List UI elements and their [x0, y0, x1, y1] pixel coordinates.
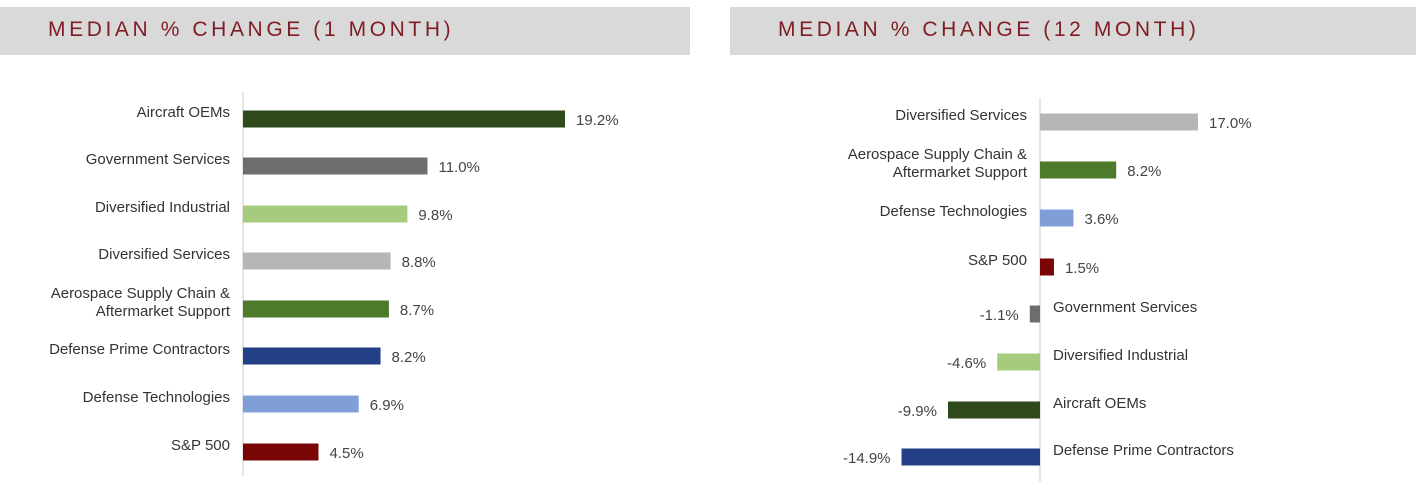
value-label-1m-aerospace-supply-chain-and-aftermarket-support: 8.7%	[400, 302, 434, 319]
bar-12m-defense-technologies	[1040, 209, 1074, 227]
bar-1m-aerospace-supply-chain-and-aftermarket-support	[243, 300, 389, 318]
value-label-1m-government-services: 11.0%	[438, 159, 479, 176]
bar-1m-government-services	[243, 157, 428, 175]
bar-1m-sandp-500	[243, 443, 319, 461]
bar-12m-defense-prime-contractors	[901, 448, 1040, 466]
value-label-12m-aerospace-supply-chain-and-aftermarket-support: 8.2%	[1127, 163, 1161, 180]
value-label-1m-sandp-500: 4.5%	[329, 445, 363, 462]
header-1-month: MEDIAN % CHANGE (1 MONTH)	[0, 7, 690, 55]
bar-1m-defense-technologies	[243, 395, 359, 413]
bar-12m-aircraft-oems	[947, 401, 1040, 419]
bar-12m-sandp-500	[1040, 258, 1054, 276]
chart-title-12-month: MEDIAN % CHANGE (12 MONTH)	[778, 18, 1200, 41]
category-label-12m-defense-technologies: Defense Technologies	[880, 203, 1027, 220]
category-label-1m-diversified-industrial: Diversified Industrial	[95, 199, 230, 216]
category-label-1m-defense-prime-contractors: Defense Prime Contractors	[49, 341, 230, 358]
category-label-12m-aircraft-oems: Aircraft OEMs	[1053, 395, 1146, 412]
value-label-12m-aircraft-oems: -9.9%	[898, 403, 937, 420]
value-label-1m-defense-prime-contractors: 8.2%	[392, 349, 426, 366]
bar-1m-diversified-industrial	[243, 205, 408, 223]
category-label-12m-defense-prime-contractors: Defense Prime Contractors	[1053, 442, 1234, 459]
category-label-1m-defense-technologies: Defense Technologies	[83, 389, 230, 406]
bar-12m-diversified-industrial	[997, 353, 1040, 371]
value-label-12m-government-services: -1.1%	[980, 307, 1019, 324]
value-label-1m-aircraft-oems: 19.2%	[576, 112, 619, 129]
category-label-1m-diversified-services: Diversified Services	[98, 246, 230, 263]
category-label-1m-government-services: Government Services	[86, 151, 230, 168]
bar-1m-aircraft-oems	[243, 110, 565, 128]
value-label-1m-diversified-services: 8.8%	[402, 254, 436, 271]
value-label-12m-sandp-500: 1.5%	[1065, 260, 1099, 277]
category-label-12m-diversified-industrial: Diversified Industrial	[1053, 347, 1188, 364]
value-label-12m-diversified-industrial: -4.6%	[947, 355, 986, 372]
category-label-12m-diversified-services: Diversified Services	[895, 107, 1027, 124]
value-label-12m-defense-technologies: 3.6%	[1084, 211, 1118, 228]
bar-1m-diversified-services	[243, 252, 391, 270]
category-label-1m-sandp-500: S&P 500	[171, 437, 230, 454]
bar-12m-diversified-services	[1040, 113, 1198, 131]
chart-title-1-month: MEDIAN % CHANGE (1 MONTH)	[48, 18, 455, 41]
value-label-1m-defense-technologies: 6.9%	[370, 397, 404, 414]
bar-12m-government-services	[1029, 305, 1040, 323]
value-label-1m-diversified-industrial: 9.8%	[418, 207, 452, 224]
category-label-12m-government-services: Government Services	[1053, 299, 1197, 316]
value-label-12m-diversified-services: 17.0%	[1209, 115, 1252, 132]
category-label-1m-aerospace-supply-chain-and-aftermarket-support: Aerospace Supply Chain & Aftermarket Supp…	[51, 285, 231, 320]
value-label-12m-defense-prime-contractors: -14.9%	[843, 450, 891, 467]
bar-1m-defense-prime-contractors	[243, 347, 381, 365]
category-label-1m-aircraft-oems: Aircraft OEMs	[137, 104, 230, 121]
bar-12m-aerospace-supply-chain-and-aftermarket-support	[1040, 161, 1117, 179]
category-label-12m-sandp-500: S&P 500	[968, 252, 1027, 269]
header-12-month: MEDIAN % CHANGE (12 MONTH)	[730, 7, 1416, 55]
category-label-12m-aerospace-supply-chain-and-aftermarket-support: Aerospace Supply Chain & Aftermarket Supp…	[848, 146, 1028, 181]
